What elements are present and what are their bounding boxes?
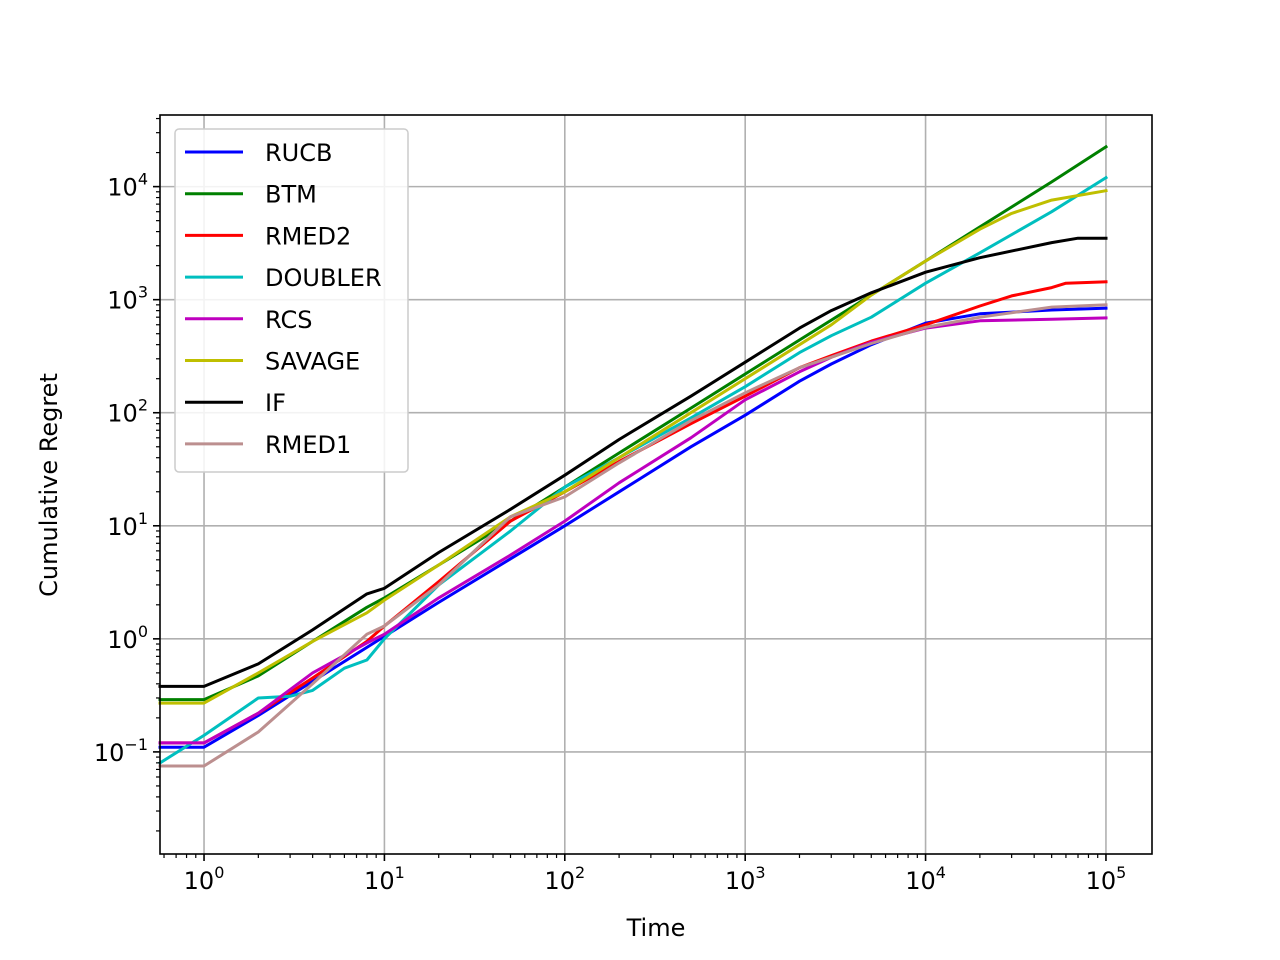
legend-label-btm: BTM xyxy=(265,181,317,209)
y-tick-label: 100 xyxy=(107,622,148,654)
series-line-savage xyxy=(158,188,1108,705)
x-tick-label: 100 xyxy=(184,863,225,895)
legend-label-if: IF xyxy=(265,389,286,417)
y-tick-label: 10−1 xyxy=(94,735,148,767)
legend-label-doubler: DOUBLER xyxy=(265,264,382,292)
plot-frame xyxy=(159,114,1153,855)
x-tick-label: 101 xyxy=(364,863,405,895)
tick-label-layer: 100 101 102 103 104 105 10−1 100 101 102 103 104 xyxy=(94,170,1126,895)
x-axis-label: Time xyxy=(626,914,686,942)
x-tick-label: 102 xyxy=(544,863,585,895)
legend: RUCB BTM RMED2 DOUBLER RCS SAVAGE IF RMED1 xyxy=(174,128,409,473)
tick-layer xyxy=(153,117,1107,861)
y-tick-label: 103 xyxy=(107,283,148,315)
grid-layer xyxy=(160,115,1152,854)
x-tick-label: 104 xyxy=(905,863,946,895)
series-line-if xyxy=(158,236,1108,688)
legend-label-rmed2: RMED2 xyxy=(265,222,351,250)
legend-label-savage: SAVAGE xyxy=(265,348,360,376)
series-layer xyxy=(157,144,1109,768)
series-line-rmed1 xyxy=(158,303,1108,768)
series-line-rucb xyxy=(158,306,1108,749)
y-tick-label: 101 xyxy=(107,509,148,541)
x-tick-label: 103 xyxy=(725,863,766,895)
y-tick-label: 104 xyxy=(107,170,148,202)
series-line-doubler xyxy=(157,175,1109,765)
x-tick-label: 105 xyxy=(1086,863,1127,895)
legend-label-rmed1: RMED1 xyxy=(265,431,351,459)
legend-box xyxy=(174,128,409,473)
legend-label-rucb: RUCB xyxy=(265,139,332,167)
y-tick-label: 102 xyxy=(107,396,148,428)
legend-label-rcs: RCS xyxy=(265,306,312,334)
y-axis-label: Cumulative Regret xyxy=(35,373,63,597)
